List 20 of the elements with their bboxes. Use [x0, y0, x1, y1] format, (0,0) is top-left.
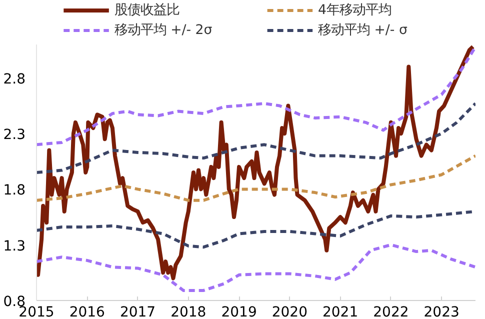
y-tick-label: 1.8 [3, 182, 26, 199]
legend-label: 股债收益比 [114, 3, 180, 18]
legend-label: 移动平均 +/- σ [318, 23, 408, 38]
x-tick-label: 2018 [170, 304, 206, 319]
x-tick-label: 2016 [69, 304, 106, 319]
legend-label: 4年移动平均 [318, 3, 392, 18]
x-tick-label: 2019 [221, 304, 257, 319]
line-series [36, 102, 476, 174]
x-tick-label: 2021 [322, 304, 358, 319]
y-tick-label: 2.8 [3, 71, 26, 88]
x-tick-label: 2022 [373, 304, 409, 319]
legend-label: 移动平均 +/- 2σ [114, 23, 213, 38]
line-series [36, 154, 476, 202]
line-series [36, 44, 475, 280]
line-series [36, 243, 476, 292]
x-tick-label: 2017 [120, 304, 156, 319]
y-tick-label: 1.3 [3, 238, 26, 254]
x-tick-label: 2023 [424, 304, 460, 319]
x-tick-label: 2020 [272, 304, 308, 319]
y-tick-label: 2.3 [3, 127, 26, 144]
